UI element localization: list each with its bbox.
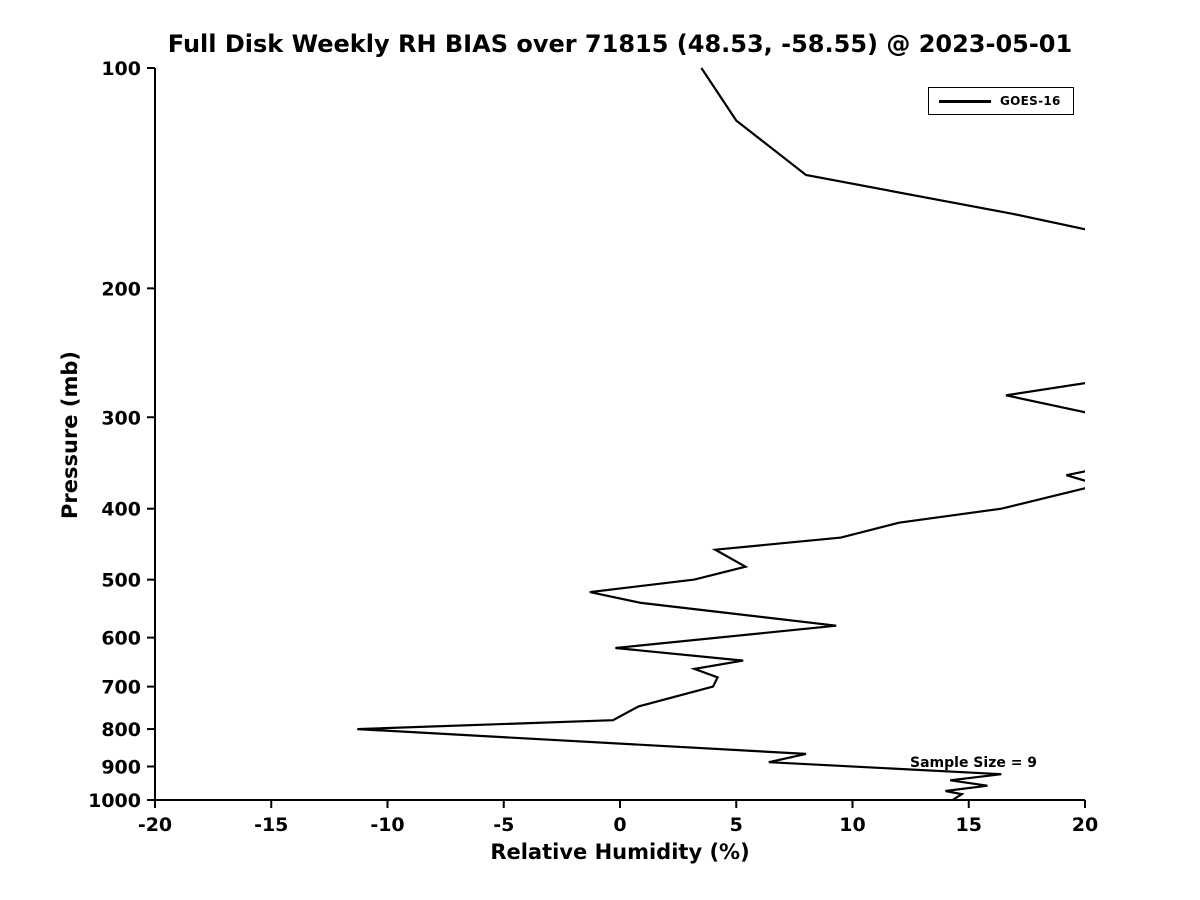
sample-size-annotation: Sample Size = 9 bbox=[910, 755, 1038, 771]
y-tick-label: 600 bbox=[101, 628, 141, 650]
y-tick-label: 100 bbox=[101, 58, 141, 80]
legend-line-sample bbox=[939, 99, 991, 103]
y-tick-label: 1000 bbox=[88, 790, 141, 812]
x-tick-label: -15 bbox=[254, 814, 288, 836]
x-tick-label: -20 bbox=[138, 814, 172, 836]
y-tick-label: 400 bbox=[101, 499, 141, 521]
x-tick-label: -5 bbox=[493, 814, 514, 836]
x-tick-label: 0 bbox=[613, 814, 626, 836]
axis-spines bbox=[154, 68, 1085, 801]
y-tick-label: 800 bbox=[101, 719, 141, 741]
y-tick-label: 500 bbox=[101, 570, 141, 592]
x-tick-label: 15 bbox=[956, 814, 982, 836]
y-tick-label: 200 bbox=[101, 278, 141, 300]
legend: GOES-16 bbox=[928, 87, 1074, 115]
x-tick-label: -10 bbox=[370, 814, 404, 836]
y-axis-label: Pressure (mb) bbox=[58, 351, 82, 519]
x-axis-label: Relative Humidity (%) bbox=[490, 840, 750, 864]
series-line bbox=[357, 67, 1085, 801]
y-tick-label: 900 bbox=[101, 757, 141, 779]
x-tick-label: 5 bbox=[730, 814, 743, 836]
legend-label: GOES-16 bbox=[1000, 94, 1061, 108]
y-tick-label: 700 bbox=[101, 677, 141, 699]
chart-title: Full Disk Weekly RH BIAS over 71815 (48.… bbox=[167, 30, 1073, 58]
x-tick-label: 20 bbox=[1072, 814, 1098, 836]
y-tick-label: 300 bbox=[101, 407, 141, 429]
x-tick-label: 10 bbox=[839, 814, 865, 836]
